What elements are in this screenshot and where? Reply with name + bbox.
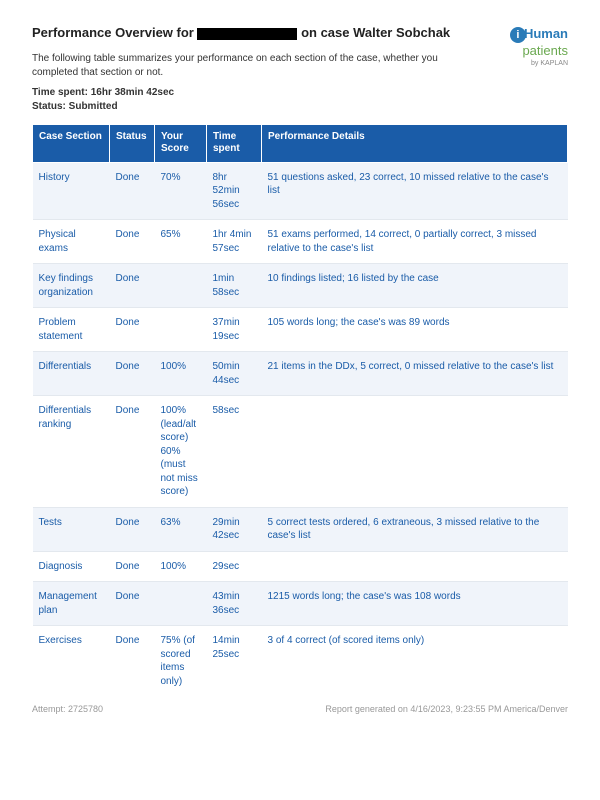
cell-time: 1min 58sec bbox=[207, 264, 262, 308]
cell-score bbox=[155, 308, 207, 352]
col-section: Case Section bbox=[33, 124, 110, 162]
cell-details: 10 findings listed; 16 listed by the cas… bbox=[262, 264, 568, 308]
meta-block: Time spent: 16hr 38min 42sec Status: Sub… bbox=[32, 86, 466, 114]
col-status: Status bbox=[110, 124, 155, 162]
title-prefix: Performance Overview for bbox=[32, 25, 197, 40]
attempt-value: 2725780 bbox=[68, 704, 103, 714]
cell-time: 8hr 52min 56sec bbox=[207, 162, 262, 220]
cell-status: Done bbox=[110, 396, 155, 508]
cell-section: Problem statement bbox=[33, 308, 110, 352]
cell-time: 14min 25sec bbox=[207, 626, 262, 697]
cell-time: 29min 42sec bbox=[207, 507, 262, 551]
cell-score: 100% (lead/alt score) 60% (must not miss… bbox=[155, 396, 207, 508]
cell-status: Done bbox=[110, 582, 155, 626]
cell-details: 3 of 4 correct (of scored items only) bbox=[262, 626, 568, 697]
cell-status: Done bbox=[110, 264, 155, 308]
status-label: Status: bbox=[32, 101, 69, 112]
cell-section: Differentials ranking bbox=[33, 396, 110, 508]
table-row: Key findings organizationDone 1min 58sec1… bbox=[33, 264, 568, 308]
cell-status: Done bbox=[110, 551, 155, 582]
table-row: Problem statementDone 37min 19sec105 word… bbox=[33, 308, 568, 352]
table-row: TestsDone63%29min 42sec5 correct tests o… bbox=[33, 507, 568, 551]
cell-details: 21 items in the DDx, 5 correct, 0 missed… bbox=[262, 352, 568, 396]
cell-time: 50min 44sec bbox=[207, 352, 262, 396]
cell-score: 65% bbox=[155, 220, 207, 264]
cell-section: Physical exams bbox=[33, 220, 110, 264]
cell-status: Done bbox=[110, 626, 155, 697]
cell-status: Done bbox=[110, 162, 155, 220]
cell-details: 51 questions asked, 23 correct, 10 misse… bbox=[262, 162, 568, 220]
col-time: Time spent bbox=[207, 124, 262, 162]
cell-details: 105 words long; the case's was 89 words bbox=[262, 308, 568, 352]
generated-value: 4/16/2023, 9:23:55 PM America/Denver bbox=[410, 704, 568, 714]
cell-score bbox=[155, 264, 207, 308]
col-details: Performance Details bbox=[262, 124, 568, 162]
table-row: Differentials rankingDone100% (lead/alt … bbox=[33, 396, 568, 508]
table-row: HistoryDone70%8hr 52min 56sec51 question… bbox=[33, 162, 568, 220]
logo-text-patients: patients bbox=[522, 43, 568, 58]
table-row: ExercisesDone75% (of scored items only)1… bbox=[33, 626, 568, 697]
col-score: Your Score bbox=[155, 124, 207, 162]
cell-status: Done bbox=[110, 507, 155, 551]
cell-time: 29sec bbox=[207, 551, 262, 582]
cell-section: History bbox=[33, 162, 110, 220]
cell-section: Tests bbox=[33, 507, 110, 551]
performance-table: Case Section Status Your Score Time spen… bbox=[32, 124, 568, 697]
cell-status: Done bbox=[110, 220, 155, 264]
cell-time: 1hr 4min 57sec bbox=[207, 220, 262, 264]
table-row: Management planDone 43min 36sec1215 words… bbox=[33, 582, 568, 626]
logo-byline: by KAPLAN bbox=[478, 60, 568, 67]
time-spent-value: 16hr 38min 42sec bbox=[91, 87, 174, 98]
cell-details bbox=[262, 551, 568, 582]
title-suffix: on case Walter Sobchak bbox=[297, 25, 450, 40]
cell-time: 43min 36sec bbox=[207, 582, 262, 626]
table-row: DifferentialsDone100%50min 44sec21 items… bbox=[33, 352, 568, 396]
cell-details bbox=[262, 396, 568, 508]
table-row: Physical examsDone65%1hr 4min 57sec51 ex… bbox=[33, 220, 568, 264]
brand-logo: iHuman patients by KAPLAN bbox=[478, 24, 568, 67]
intro-text: The following table summarizes your perf… bbox=[32, 52, 466, 80]
generated-label: Report generated on bbox=[325, 704, 410, 714]
cell-section: Diagnosis bbox=[33, 551, 110, 582]
cell-score: 70% bbox=[155, 162, 207, 220]
page-title: Performance Overview for on case Walter … bbox=[32, 24, 466, 42]
cell-score bbox=[155, 582, 207, 626]
cell-status: Done bbox=[110, 308, 155, 352]
cell-section: Differentials bbox=[33, 352, 110, 396]
cell-details: 1215 words long; the case's was 108 word… bbox=[262, 582, 568, 626]
table-header-row: Case Section Status Your Score Time spen… bbox=[33, 124, 568, 162]
logo-text-human: Human bbox=[524, 26, 568, 41]
cell-score: 100% bbox=[155, 551, 207, 582]
cell-score: 63% bbox=[155, 507, 207, 551]
cell-status: Done bbox=[110, 352, 155, 396]
table-row: DiagnosisDone100%29sec bbox=[33, 551, 568, 582]
cell-time: 58sec bbox=[207, 396, 262, 508]
cell-section: Exercises bbox=[33, 626, 110, 697]
redacted-name bbox=[197, 28, 297, 40]
time-spent-label: Time spent: bbox=[32, 87, 91, 98]
cell-score: 75% (of scored items only) bbox=[155, 626, 207, 697]
status-value: Submitted bbox=[69, 101, 118, 112]
cell-section: Key findings organization bbox=[33, 264, 110, 308]
cell-section: Management plan bbox=[33, 582, 110, 626]
footer: Attempt: 2725780 Report generated on 4/1… bbox=[32, 704, 568, 714]
attempt-label: Attempt: bbox=[32, 704, 68, 714]
cell-details: 51 exams performed, 14 correct, 0 partia… bbox=[262, 220, 568, 264]
cell-time: 37min 19sec bbox=[207, 308, 262, 352]
cell-score: 100% bbox=[155, 352, 207, 396]
cell-details: 5 correct tests ordered, 6 extraneous, 3… bbox=[262, 507, 568, 551]
